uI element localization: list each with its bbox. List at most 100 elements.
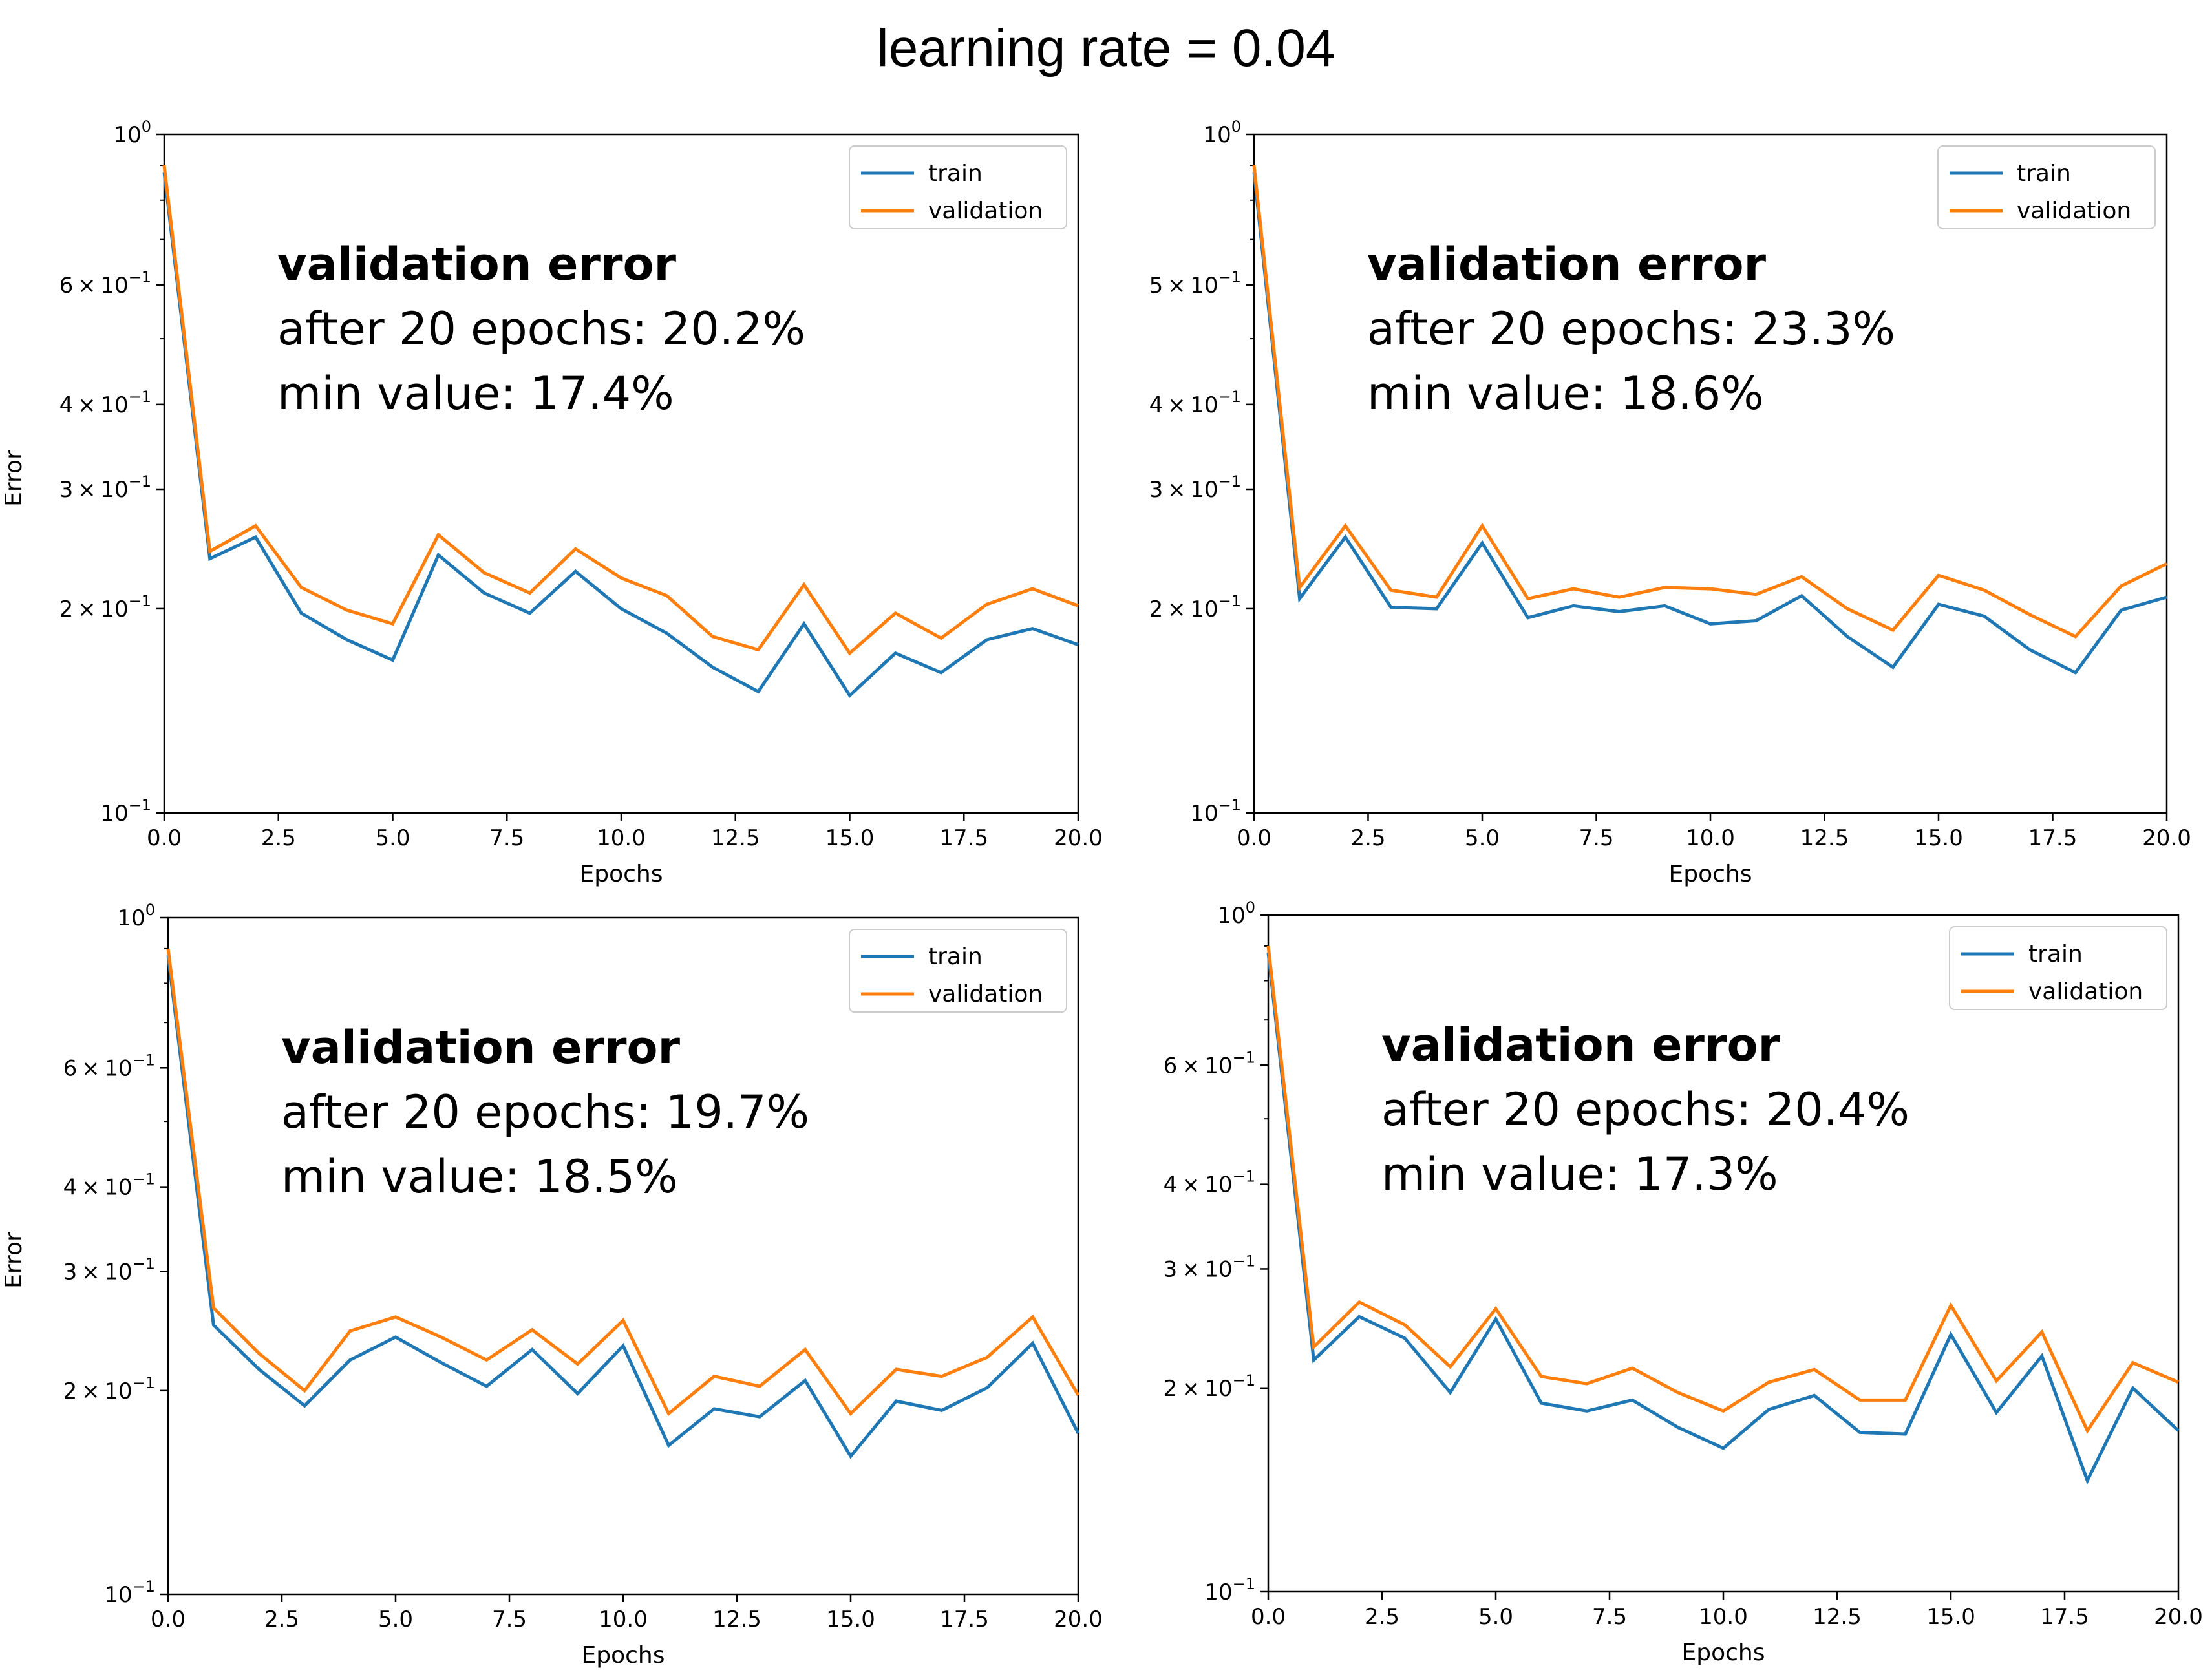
legend-label-train: train	[928, 944, 983, 970]
legend-box	[1949, 926, 2167, 1010]
x-axis-label: Epochs	[1682, 1640, 1765, 1666]
x-tick-label: 5.0	[1478, 1604, 1513, 1630]
x-axis-label: Epochs	[580, 861, 663, 887]
x-tick-label: 2.5	[264, 1607, 299, 1632]
x-tick-label: 15.0	[1914, 825, 1963, 851]
chart-panel-2: 100 5 × 10−1 4 × 10−1 3 × 10−1 2 × 10−1 10−10…	[1149, 118, 2191, 887]
x-tick-label: 7.5	[492, 1607, 527, 1632]
annotation-final-error: after 20 epochs: 20.4%	[1381, 1083, 1909, 1136]
legend-label-validation: validation	[2017, 198, 2131, 224]
y-tick-label: 5 × 10−1	[1149, 268, 1241, 299]
legend: train validation	[1937, 145, 2156, 229]
annotation-final-error: after 20 epochs: 23.3%	[1367, 302, 1895, 355]
page-title: learning rate = 0.04	[877, 19, 1335, 78]
x-tick-label: 17.5	[2028, 825, 2078, 851]
annotation-final-error: after 20 epochs: 20.2%	[277, 302, 805, 355]
chart-panel-3: 100 6 × 10−1 4 × 10−1 3 × 10−1 2 × 10−1 10−10…	[1, 901, 1103, 1669]
y-tick-label: 10−1	[100, 796, 151, 827]
y-tick-label: 10−1	[1204, 1575, 1255, 1605]
x-tick-label: 7.5	[1592, 1604, 1627, 1630]
x-axis-label: Epochs	[582, 1642, 665, 1669]
annotation-min-error: min value: 18.6%	[1367, 367, 1764, 420]
chart-panel-4: 100 6 × 10−1 4 × 10−1 3 × 10−1 2 × 10−1 10−10…	[1164, 898, 2203, 1666]
x-tick-label: 10.0	[1686, 825, 1735, 851]
x-tick-label: 5.0	[1465, 825, 1500, 851]
annotation-heading: validation error	[1367, 238, 1767, 291]
y-tick-label: 4 × 10−1	[63, 1170, 155, 1201]
plot-frame	[167, 916, 1079, 1596]
x-tick-label: 12.5	[1813, 1604, 1862, 1630]
x-tick-label: 2.5	[1350, 825, 1385, 851]
y-tick-label: 4 × 10−1	[1164, 1168, 1255, 1198]
legend-label-validation: validation	[2028, 978, 2143, 1005]
x-tick-label: 12.5	[712, 1607, 761, 1632]
x-tick-label: 10.0	[1699, 1604, 1748, 1630]
annotation-min-error: min value: 17.4%	[277, 367, 674, 420]
x-tick-label: 0.0	[147, 825, 182, 851]
y-axis-label: Error	[1, 450, 27, 507]
x-tick-label: 12.5	[1800, 825, 1849, 851]
legend-box	[849, 145, 1067, 229]
y-tick-label: 3 × 10−1	[1149, 472, 1241, 503]
x-tick-label: 20.0	[2154, 1604, 2203, 1630]
y-tick-label: 2 × 10−1	[1164, 1371, 1255, 1402]
x-tick-label: 20.0	[1054, 1607, 1103, 1632]
y-tick-label: 6 × 10−1	[59, 268, 151, 299]
y-tick-label: 3 × 10−1	[1164, 1252, 1255, 1282]
y-axis-label: Error	[1, 1232, 27, 1289]
chart-panel-1: 100 6 × 10−1 4 × 10−1 3 × 10−1 2 × 10−1 10−10…	[1, 118, 1103, 887]
y-tick-label: 6 × 10−1	[1164, 1048, 1255, 1079]
x-tick-label: 0.0	[151, 1607, 186, 1632]
y-tick-label: 3 × 10−1	[59, 472, 151, 503]
x-tick-label: 2.5	[261, 825, 296, 851]
y-tick-label: 2 × 10−1	[63, 1374, 155, 1404]
y-tick-label: 2 × 10−1	[1149, 592, 1241, 622]
annotation-heading: validation error	[1381, 1019, 1781, 1072]
x-tick-label: 20.0	[1054, 825, 1103, 851]
y-tick-label: 10−1	[1190, 796, 1241, 827]
legend: train validation	[849, 145, 1067, 229]
x-axis-label: Epochs	[1669, 861, 1752, 887]
legend-box	[849, 929, 1067, 1013]
y-tick-label: 10−1	[104, 1578, 155, 1608]
annotation-final-error: after 20 epochs: 19.7%	[281, 1086, 809, 1139]
y-tick-label: 100	[1203, 118, 1241, 148]
x-tick-label: 20.0	[2142, 825, 2191, 851]
legend-label-train: train	[2017, 160, 2071, 187]
x-tick-label: 0.0	[1251, 1604, 1286, 1630]
plot-frame	[1267, 914, 2180, 1593]
x-tick-label: 17.5	[940, 1607, 989, 1632]
x-tick-label: 7.5	[1579, 825, 1613, 851]
x-tick-label: 0.0	[1237, 825, 1271, 851]
annotation-heading: validation error	[277, 238, 677, 291]
legend-label-validation: validation	[928, 981, 1043, 1008]
y-tick-label: 100	[113, 118, 151, 148]
y-tick-label: 100	[117, 901, 155, 931]
legend: train validation	[849, 929, 1067, 1013]
x-tick-label: 10.0	[599, 1607, 648, 1632]
x-tick-label: 17.5	[939, 825, 988, 851]
y-tick-label: 3 × 10−1	[63, 1254, 155, 1285]
plot-frame	[163, 133, 1079, 814]
annotation-heading: validation error	[281, 1021, 681, 1074]
x-tick-label: 7.5	[489, 825, 524, 851]
x-tick-label: 17.5	[2040, 1604, 2089, 1630]
legend-label-train: train	[928, 160, 983, 187]
y-tick-label: 2 × 10−1	[59, 592, 151, 622]
legend-label-train: train	[2028, 941, 2083, 967]
legend: train validation	[1949, 926, 2167, 1010]
x-tick-label: 12.5	[711, 825, 760, 851]
x-tick-label: 5.0	[378, 1607, 413, 1632]
annotation-min-error: min value: 17.3%	[1381, 1148, 1778, 1201]
x-tick-label: 10.0	[597, 825, 646, 851]
x-tick-label: 15.0	[1926, 1604, 1975, 1630]
x-tick-label: 15.0	[825, 825, 875, 851]
legend-label-validation: validation	[928, 198, 1043, 224]
annotation-min-error: min value: 18.5%	[281, 1150, 678, 1203]
y-tick-label: 4 × 10−1	[59, 388, 151, 418]
x-tick-label: 2.5	[1365, 1604, 1399, 1630]
y-tick-label: 6 × 10−1	[63, 1051, 155, 1081]
y-tick-label: 100	[1217, 898, 1255, 929]
y-tick-label: 4 × 10−1	[1149, 388, 1241, 418]
